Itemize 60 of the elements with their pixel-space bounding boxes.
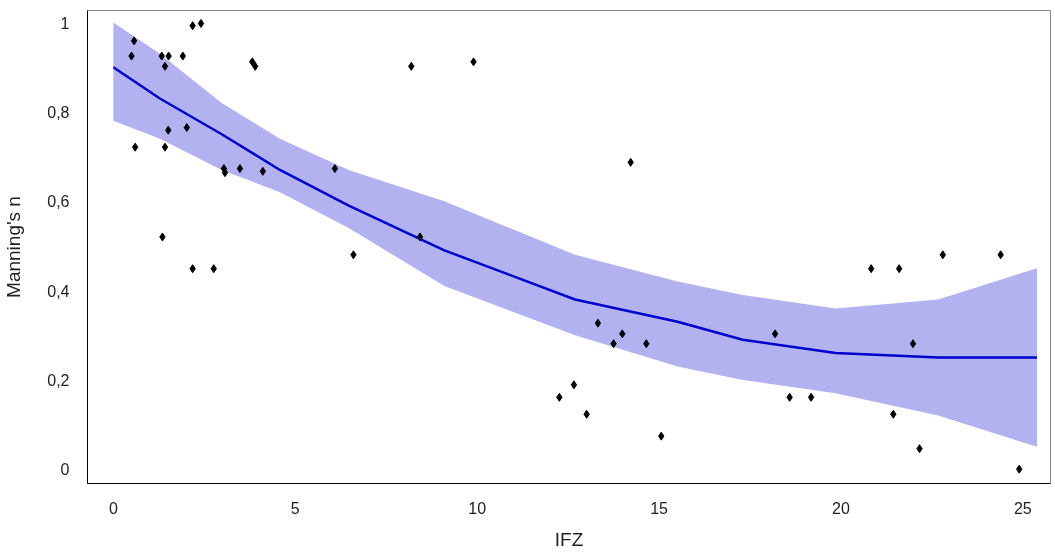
- point: [128, 51, 135, 61]
- x-axis-title: IFZ: [554, 528, 584, 550]
- y-tick-label: 0: [60, 461, 70, 479]
- point: [786, 392, 793, 402]
- point: [1016, 464, 1023, 474]
- point: [570, 380, 578, 390]
- point: [189, 21, 196, 31]
- point: [249, 57, 256, 67]
- point: [131, 142, 139, 152]
- point: [556, 392, 563, 402]
- point: [610, 339, 617, 349]
- point: [221, 168, 229, 178]
- point: [658, 431, 665, 441]
- point: [183, 123, 190, 133]
- point: [594, 318, 602, 328]
- y-tick-label: 1: [60, 14, 70, 32]
- point: [159, 232, 166, 242]
- point: [179, 51, 186, 61]
- y-axis-title: Manning's n: [3, 196, 25, 298]
- point: [350, 250, 357, 260]
- point: [909, 339, 917, 349]
- x-tick-label: 5: [290, 499, 300, 517]
- point: [158, 51, 165, 61]
- point: [197, 18, 205, 28]
- point: [252, 61, 259, 71]
- point: [771, 329, 779, 339]
- point: [165, 51, 172, 61]
- x-tick-label: 10: [468, 499, 487, 517]
- y-tick-label: 0,8: [47, 103, 70, 121]
- point: [627, 157, 634, 167]
- point: [165, 125, 172, 135]
- point: [807, 392, 815, 402]
- point: [916, 444, 923, 454]
- point: [939, 250, 946, 260]
- point: [867, 264, 875, 274]
- point: [210, 264, 217, 274]
- y-tick-label: 0,4: [47, 282, 70, 300]
- x-tick-label: 0: [108, 499, 118, 517]
- point: [130, 36, 138, 46]
- point: [890, 409, 897, 419]
- point: [408, 61, 415, 71]
- point: [470, 57, 477, 67]
- point: [161, 61, 169, 71]
- point: [189, 264, 196, 274]
- y-tick-label: 0,2: [47, 371, 70, 389]
- y-tick-label: 0,6: [47, 193, 70, 211]
- point: [997, 250, 1004, 260]
- point: [619, 329, 626, 339]
- point: [895, 264, 903, 274]
- point: [161, 142, 169, 152]
- point: [583, 409, 590, 419]
- point: [236, 164, 244, 174]
- point: [259, 166, 267, 176]
- point: [331, 164, 339, 174]
- point: [643, 339, 650, 349]
- line-series: [112, 65, 1039, 359]
- x-tick-label: 25: [1013, 499, 1032, 517]
- x-tick-label: 15: [650, 499, 669, 517]
- x-tick-label: 20: [832, 499, 850, 517]
- point: [416, 232, 424, 242]
